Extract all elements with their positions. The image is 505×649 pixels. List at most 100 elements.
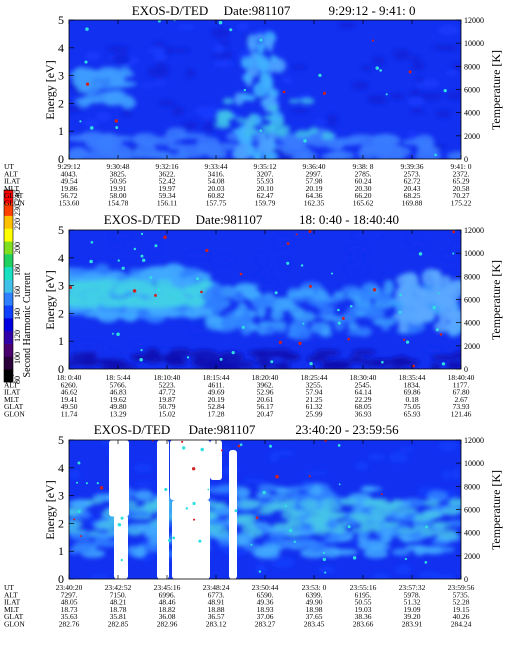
spectrum-blob [395, 564, 412, 576]
table-cell: 46.62 [61, 388, 78, 397]
spectrum-blob [380, 534, 392, 544]
spectrum-blob [356, 326, 373, 337]
table-cell: 46.83 [110, 388, 127, 397]
spectrum-blob [424, 511, 442, 519]
speckles [73, 440, 428, 574]
speckle [121, 266, 125, 270]
speckle [220, 449, 223, 452]
panel-1-plot: 0 1 2 3 4 5 0 2000 4000 6000 8000 10000 12000 [58, 13, 484, 166]
spectrum-blob [217, 351, 244, 362]
spectrum-blob [426, 490, 449, 503]
table-row-label: GLON [4, 620, 25, 629]
table-cell: 40.26 [453, 612, 470, 621]
spectrum-blob [351, 507, 363, 512]
colorbar-swatch [4, 254, 13, 268]
table-cell: 62.47 [257, 191, 274, 200]
table-cell: 2997. [306, 169, 323, 178]
speckle [375, 66, 379, 70]
table-cell: 9:29:12 [58, 162, 81, 171]
table-cell: 282.96 [157, 620, 178, 629]
spectrum-blob [205, 317, 227, 331]
y2-tick-label: 10000 [464, 249, 484, 258]
table-cell: 9:33:44 [205, 162, 228, 171]
spectrum-blob [411, 108, 424, 115]
spectrum-blob [242, 478, 266, 484]
table-cell: 56.72 [61, 191, 78, 200]
spectrum-blob [206, 502, 223, 509]
table-cell: 19.41 [61, 395, 78, 404]
speckle [205, 248, 209, 253]
speckle [231, 351, 235, 355]
spectrum-blob [294, 493, 317, 500]
speckle [404, 557, 408, 561]
table-cell: 20.43 [404, 184, 421, 193]
table-cell: 6996. [159, 590, 176, 599]
spectrum-blob [320, 498, 338, 506]
spectrum-blob [183, 308, 202, 319]
spectrum-blob [431, 354, 457, 361]
table-cell: 49.69 [208, 388, 225, 397]
spectrum-blob [408, 96, 425, 107]
spectrum-blob [447, 500, 461, 505]
spectrum-blob [249, 113, 256, 120]
spectrum-blob [287, 517, 301, 525]
spectrum-blob [135, 481, 155, 486]
y-tick-label: 2 [58, 96, 64, 110]
speckle [182, 446, 186, 450]
spectrum-blob [306, 338, 320, 343]
y2-tick-label: 12000 [464, 16, 484, 25]
spectrum-blob [202, 149, 228, 157]
spectrum-blob [367, 453, 386, 461]
y2-tick-label: 4000 [464, 319, 480, 328]
data-gap [114, 515, 128, 579]
table-cell: 165.62 [353, 199, 374, 208]
spectrum-blob [236, 118, 249, 123]
spectrum-blob [257, 58, 270, 72]
table-cell: 20.47 [257, 410, 274, 419]
spectrum-blob [206, 361, 234, 369]
spectrum-blob [411, 242, 431, 247]
spectrum-blob [417, 308, 436, 322]
speckle [262, 490, 266, 495]
spectrum-blob [76, 544, 93, 554]
table-cell: 9:30:48 [107, 162, 130, 171]
spectrum-blob [392, 548, 411, 556]
spectrum-blob [300, 98, 315, 105]
speckle [193, 518, 196, 521]
spectrum-blob [282, 76, 293, 84]
speckle [90, 126, 94, 130]
y2-tick-label: 8000 [464, 482, 480, 491]
speckle [255, 516, 259, 520]
spectrum-blob [420, 92, 443, 101]
y-tick-label: 0 [58, 572, 64, 586]
spectrum-blob [361, 230, 382, 240]
table-cell: 23:40:20 [56, 583, 83, 592]
colorbar-swatch [4, 330, 13, 344]
table-cell: 35.63 [61, 612, 78, 621]
speckle [302, 322, 305, 325]
spectrum-blob [296, 509, 317, 514]
spectrum-blob [421, 268, 441, 286]
y-tick-label: 1 [58, 124, 64, 138]
spectrum-blob [290, 64, 307, 70]
table-row-label: UT [4, 373, 14, 382]
table-cell: 23:45:16 [154, 583, 181, 592]
table-cell: 18.98 [306, 605, 323, 614]
colorbar-swatch [4, 266, 13, 280]
table-cell: 2.67 [454, 395, 467, 404]
spectrum-blob [257, 253, 268, 264]
table-cell: 6590. [257, 590, 274, 599]
spectrum-blob [309, 321, 323, 334]
y-tick-label: 0 [58, 362, 64, 376]
table-row-label: GLON [4, 410, 25, 419]
speckle [85, 82, 90, 86]
spectrum-blob [412, 517, 432, 522]
speckle [234, 509, 238, 513]
spectrum-blob [69, 469, 81, 480]
spectrum-blob [415, 288, 430, 299]
spectrum-blob [108, 81, 131, 89]
spectrum-blob [363, 307, 386, 320]
colorbar-tick-label: 240 [13, 190, 22, 202]
spectrum-blob [150, 299, 172, 309]
table-cell: 9:41: 0 [450, 162, 471, 171]
